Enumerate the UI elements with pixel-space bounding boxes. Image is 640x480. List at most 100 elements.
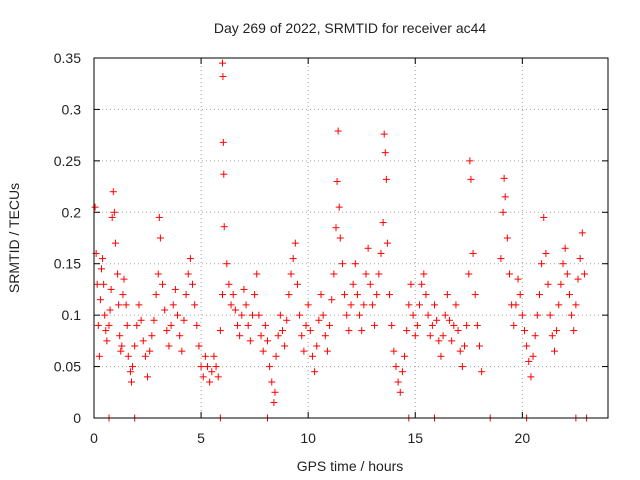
data-point [298,332,306,340]
data-point [405,301,413,309]
data-point [335,203,343,211]
data-point [102,327,110,335]
data-point [448,337,456,345]
data-point [512,301,520,309]
data-point [382,175,390,183]
x-tick-label: 5 [197,430,205,446]
data-point [466,157,474,165]
data-point [268,378,276,386]
data-point [96,296,104,304]
data-point [257,332,265,340]
data-point [236,332,244,340]
data-point [313,342,321,350]
data-point [505,270,513,278]
data-point [525,357,533,365]
data-point [345,327,353,335]
data-point [529,352,537,360]
data-point [248,311,256,319]
data-point [437,352,445,360]
data-point [95,352,103,360]
data-point [214,373,222,381]
data-point [478,368,486,376]
data-point [99,255,107,263]
data-point [454,327,462,335]
data-point [225,280,233,288]
data-point [240,285,248,293]
data-point [117,347,125,355]
data-point [97,265,105,273]
data-point [398,368,406,376]
data-point [233,321,241,329]
data-point [116,332,124,340]
data-point [189,280,197,288]
data-point [465,270,473,278]
data-point [531,332,539,340]
data-point [266,363,274,371]
data-point [156,234,164,242]
data-point [578,229,586,237]
data-point [204,363,212,371]
data-point [141,352,149,360]
data-point [416,301,424,309]
data-point [518,311,526,319]
data-point [191,301,199,309]
data-point [533,311,541,319]
data-point [182,291,190,299]
data-point [308,352,316,360]
data-point [343,311,351,319]
data-point [220,170,228,178]
data-point [133,321,141,329]
data-point [311,368,319,376]
data-point [110,208,118,216]
data-point [227,301,235,309]
data-point [171,285,179,293]
data-point [270,399,278,407]
data-point [193,321,201,329]
x-tick-label: 20 [515,430,531,446]
data-point [155,213,163,221]
data-point [572,301,580,309]
data-point [409,311,417,319]
y-tick-label: 0.15 [54,256,81,272]
data-point [452,301,460,309]
data-point [197,363,205,371]
data-point [540,213,548,221]
data-point [242,301,250,309]
data-point [210,352,218,360]
data-point [520,327,528,335]
data-point [576,255,584,263]
data-point [152,291,160,299]
data-point [219,291,226,299]
y-tick-label: 0.1 [62,307,82,323]
data-point [499,208,507,216]
data-point [323,347,331,355]
data-point [443,291,451,299]
data-point [330,270,338,278]
data-point [420,270,428,278]
data-point [274,332,282,340]
data-point [450,321,458,329]
data-point [394,378,402,386]
data-point [167,321,175,329]
data-point [332,224,340,232]
data-point [101,311,109,319]
data-point [201,352,209,360]
data-point [244,321,252,329]
data-point [546,311,554,319]
points-layer [91,59,591,422]
y-tick-label: 0.2 [62,204,82,220]
data-point [285,291,293,299]
data-point [122,301,130,309]
data-point [159,280,167,288]
data-point [272,352,280,360]
data-point [358,327,366,335]
data-point [137,316,145,324]
data-point [306,327,314,335]
data-point [407,280,415,288]
data-point [276,311,284,319]
data-point [103,337,111,345]
data-point [559,260,567,268]
data-point [94,321,102,329]
data-point [108,213,116,221]
data-point [497,255,505,263]
